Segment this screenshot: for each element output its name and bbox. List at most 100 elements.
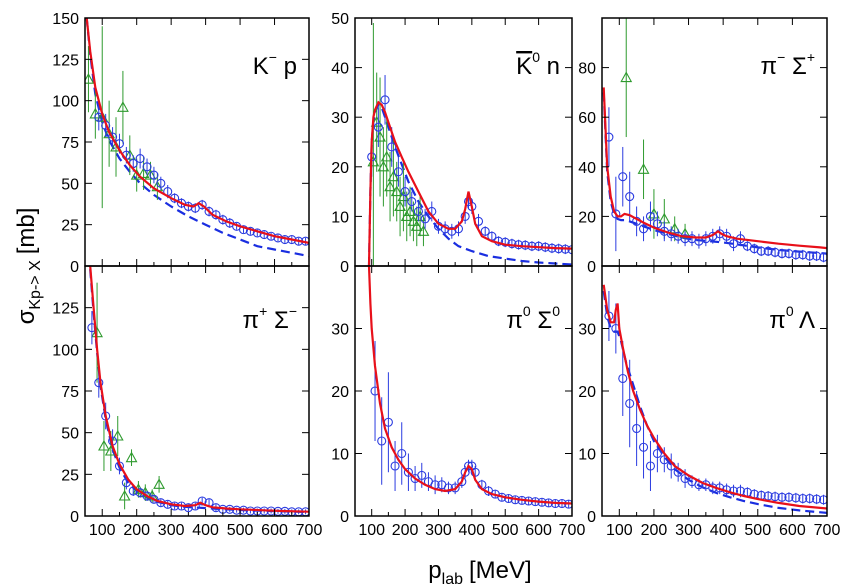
model-solid-line	[602, 87, 827, 250]
model-solid-line	[367, 100, 572, 266]
circle-point	[728, 239, 739, 249]
y-tick-label: 40	[578, 160, 596, 177]
circle-point	[625, 192, 635, 202]
circle-point	[791, 250, 801, 260]
panel-label: π0 Σ0	[506, 303, 560, 334]
triangle-point	[417, 225, 430, 236]
circle-point	[403, 467, 413, 477]
circle-point	[156, 178, 166, 188]
circle-point	[149, 170, 159, 180]
triangle-point	[390, 185, 403, 197]
circle-point	[447, 226, 457, 236]
label-base2: Σ	[785, 53, 807, 80]
y-tick-label: 10	[331, 209, 349, 226]
x-tick-label: 600	[525, 522, 552, 539]
circle-point	[507, 239, 517, 249]
y-tick-label: 0	[70, 509, 79, 526]
model-solid-line	[89, 266, 309, 513]
circle-point	[618, 172, 628, 182]
circle-point	[805, 251, 815, 261]
x-axis-main: p	[428, 557, 441, 584]
x-tick-label: 200	[641, 522, 668, 539]
circle-point	[417, 470, 427, 480]
x-tick-label: 600	[261, 522, 288, 539]
circle-point	[128, 486, 138, 496]
circle-point	[377, 436, 387, 446]
model-dashed-line	[602, 92, 827, 255]
triangle-point	[116, 101, 129, 112]
circle-point	[777, 492, 787, 502]
triangle-point	[153, 478, 166, 489]
y-tick-label: 40	[331, 61, 349, 78]
y-tick-label: 125	[52, 52, 79, 69]
triangle-point	[637, 163, 650, 174]
label-sup2: +	[807, 49, 815, 65]
circle-point	[450, 483, 460, 493]
triangle-point	[137, 167, 150, 178]
circle-point	[400, 187, 410, 197]
y-tick-label: 0	[340, 509, 349, 526]
label-base2: Σ	[267, 307, 289, 334]
x-tick-label: 600	[779, 522, 806, 539]
label-sup2: 0	[552, 303, 560, 319]
triangle-point	[96, 111, 109, 122]
triangle-point	[370, 116, 383, 127]
triangle-point	[384, 180, 396, 192]
circle-point	[763, 246, 773, 256]
circle-point	[420, 214, 430, 224]
circle-point	[611, 209, 621, 219]
label-base: π	[761, 53, 778, 80]
circle-point	[791, 493, 801, 503]
y-tick-label: 0	[587, 259, 596, 276]
triangle-point	[404, 205, 417, 216]
circle-point	[387, 142, 397, 152]
circle-point	[443, 483, 454, 493]
panel-label: π+ Σ−	[243, 303, 297, 334]
model-solid-line	[367, 266, 572, 505]
label-sup1: −	[777, 49, 785, 65]
circle-point	[390, 461, 400, 471]
model-solid-line	[602, 284, 827, 510]
y-tick-label: 10	[331, 447, 349, 464]
x-tick-label: 500	[744, 522, 771, 539]
triangle-point	[410, 220, 423, 231]
panel-frame	[84, 265, 310, 517]
panel-1: 0 25 50 75 100 125 150 K− p	[52, 11, 310, 276]
label-sup1: −	[269, 49, 277, 65]
label-sup1: 0	[523, 303, 531, 319]
circle-point	[784, 492, 794, 502]
x-tick-label: 500	[492, 522, 519, 539]
y-tick-label: 30	[331, 322, 349, 339]
x-tick-label: 500	[227, 522, 254, 539]
label-sup1: 0	[532, 49, 540, 65]
panel-label: π0 Λ	[769, 303, 815, 334]
panel-label: K− p	[253, 49, 297, 80]
y-tick-label: 50	[61, 176, 79, 193]
label-base2: p	[277, 53, 297, 80]
triangle-point	[125, 451, 138, 463]
circle-point	[463, 196, 474, 207]
x-tick-label: 400	[192, 522, 219, 539]
label-sup1: 0	[786, 303, 794, 319]
x-tick-label: 300	[675, 522, 702, 539]
y-tick-label: 80	[578, 61, 596, 78]
y-tick-label: 20	[331, 384, 349, 401]
y-tick-label: 0	[587, 509, 596, 526]
y-tick-label: 75	[61, 384, 79, 401]
triangle-point	[377, 160, 390, 172]
circle-point	[770, 492, 780, 502]
circle-point	[407, 196, 417, 207]
label-base2: Λ	[794, 307, 815, 334]
model-dashed-line	[85, 18, 309, 258]
circle-point	[812, 494, 822, 504]
circle-point	[397, 448, 407, 459]
y-tick-label: 125	[52, 301, 79, 318]
panel-3: 0 20 40 60 80 π− Σ+	[578, 17, 828, 276]
label-base2: Σ	[531, 307, 553, 334]
triangle-point	[144, 168, 157, 180]
panel-4: 100 200 300 400 500 600 700 0 25 50 75 100 125 π+ Σ−	[52, 265, 322, 539]
circle-point	[645, 211, 656, 221]
circle-point	[798, 493, 808, 504]
